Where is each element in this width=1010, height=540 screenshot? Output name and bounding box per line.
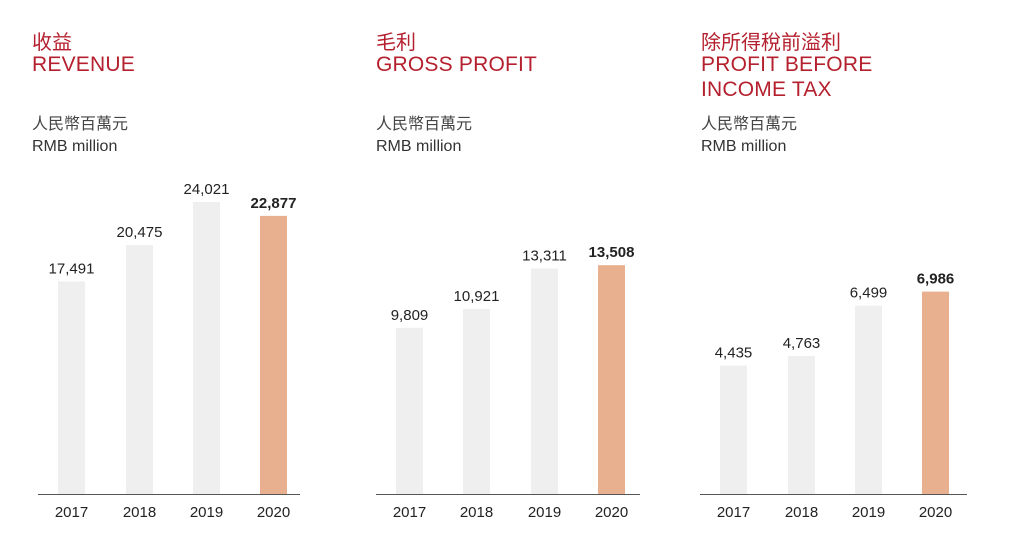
pbt-title-en-line2: INCOME TAX	[701, 78, 832, 101]
pbt-bar-2017	[720, 365, 747, 494]
gross-profit-value-label-2018: 10,921	[454, 288, 500, 305]
pbt-bar-2020	[922, 291, 949, 494]
revenue-title-cn: 收益	[32, 30, 72, 54]
revenue-bar-2020	[260, 215, 287, 494]
revenue-unit-cn: 人民幣百萬元	[32, 114, 129, 133]
gross-profit-bar-2019	[531, 268, 558, 494]
revenue-value-label-2019: 24,021	[184, 181, 230, 198]
gross-profit-unit-cn: 人民幣百萬元	[376, 114, 473, 133]
pbt-panel: 除所得稅前溢利 PROFIT BEFORE INCOME TAX 人民幣百萬元 …	[665, 0, 1010, 540]
revenue-value-label-2020: 22,877	[251, 195, 297, 212]
pbt-bar-2018	[788, 356, 815, 494]
gross-profit-tick-label-2018: 2018	[460, 504, 493, 521]
revenue-value-label-2018: 20,475	[117, 224, 163, 241]
pbt-title-cn: 除所得稅前溢利	[701, 30, 841, 54]
pbt-tick-label-2018: 2018	[785, 504, 818, 521]
revenue-tick-label-2019: 2019	[190, 504, 223, 521]
gross-profit-unit-en: RMB million	[376, 138, 462, 155]
gross-profit-tick-label-2019: 2019	[528, 504, 561, 521]
pbt-value-label-2017: 4,435	[715, 345, 753, 362]
revenue-unit-en: RMB million	[32, 138, 118, 155]
pbt-unit-en: RMB million	[701, 138, 787, 155]
revenue-bar-2019	[193, 201, 220, 495]
gross-profit-panel: 毛利 GROSS PROFIT 人民幣百萬元 RMB million 9,809…	[340, 0, 670, 540]
pbt-tick-label-2017: 2017	[717, 504, 750, 521]
revenue-bar-chart: 17,491 2017 20,475 2018 24,021 2019 22,877 2020	[38, 181, 300, 521]
pbt-bar-2019	[855, 305, 882, 494]
pbt-tick-label-2019: 2019	[852, 504, 885, 521]
revenue-bar-2018	[126, 245, 153, 494]
gross-profit-value-label-2020: 13,508	[589, 244, 635, 261]
pbt-value-label-2018: 4,763	[783, 335, 821, 352]
revenue-tick-label-2020: 2020	[257, 504, 290, 521]
pbt-value-label-2019: 6,499	[850, 285, 888, 302]
pbt-bar-chart: 4,435 2017 4,763 2018 6,499 2019 6,986 2020	[700, 271, 967, 521]
gross-profit-tick-label-2020: 2020	[595, 504, 628, 521]
revenue-value-label-2017: 17,491	[49, 260, 95, 277]
gross-profit-bar-2020	[598, 265, 625, 494]
revenue-title-en: REVENUE	[32, 53, 135, 76]
revenue-tick-label-2018: 2018	[123, 504, 156, 521]
revenue-panel: 收益 REVENUE 人民幣百萬元 RMB million 17,491 2017…	[0, 0, 330, 540]
pbt-unit-cn: 人民幣百萬元	[701, 114, 798, 133]
pbt-value-label-2020: 6,986	[917, 271, 955, 288]
revenue-tick-label-2017: 2017	[55, 504, 88, 521]
gross-profit-title-en: GROSS PROFIT	[376, 53, 538, 76]
gross-profit-title-cn: 毛利	[376, 30, 416, 54]
gross-profit-tick-label-2017: 2017	[393, 504, 426, 521]
gross-profit-bar-2018	[463, 308, 490, 494]
gross-profit-bar-chart: 9,809 2017 10,921 2018 13,311 2019 13,508 2020	[376, 244, 640, 521]
pbt-title-en-line1: PROFIT BEFORE	[701, 53, 873, 76]
gross-profit-value-label-2019: 13,311	[522, 248, 567, 265]
revenue-bar-2017	[58, 281, 85, 494]
gross-profit-bar-2017	[396, 327, 423, 494]
pbt-tick-label-2020: 2020	[919, 504, 952, 521]
gross-profit-value-label-2017: 9,809	[391, 307, 429, 324]
